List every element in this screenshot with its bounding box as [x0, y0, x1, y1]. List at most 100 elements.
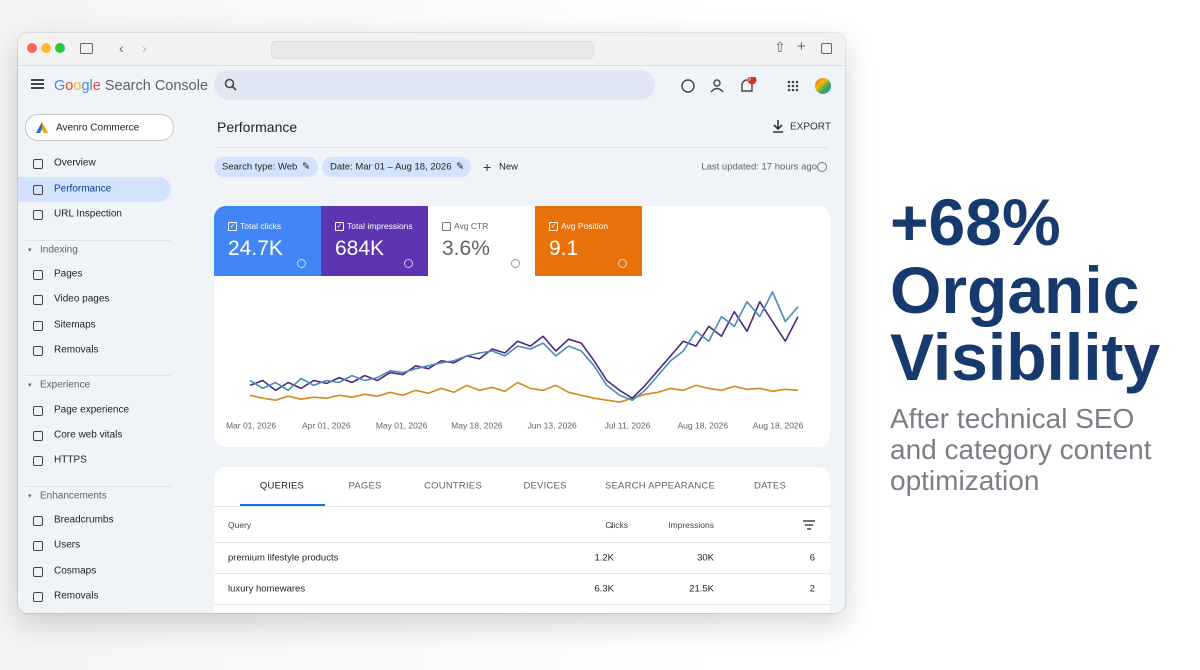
nav-item[interactable]: Cosmaps: [54, 565, 97, 577]
nav-item[interactable]: Users: [54, 539, 81, 551]
close-button[interactable]: [27, 43, 37, 53]
table-tab[interactable]: DATES: [754, 480, 786, 492]
forward-button[interactable]: ›: [142, 40, 147, 56]
table-tab[interactable]: QUERIES: [259, 480, 305, 492]
metric-tile[interactable]: ✓ Avg Position 9.1: [535, 206, 642, 276]
metric-help-icon: [618, 259, 627, 268]
nav-item[interactable]: Removals: [54, 590, 99, 602]
nav-item[interactable]: HTTPS: [54, 454, 87, 466]
section-title[interactable]: Indexing: [40, 244, 78, 255]
metric-tile[interactable]: ✓ Total impressions 684K: [321, 206, 428, 276]
metric-help-icon: [511, 259, 520, 268]
minimize-button[interactable]: [41, 43, 51, 53]
nav-icon: [33, 541, 43, 552]
value-cell: 2: [809, 583, 815, 595]
metric-line: [249, 291, 799, 401]
metric-checkbox: ✓: [228, 222, 237, 231]
x-axis-label: Jul 11, 2026: [605, 420, 651, 430]
value-cell: 1.2K: [594, 552, 614, 564]
metric-value: 3.6%: [442, 237, 490, 260]
logo-letter: g: [81, 78, 90, 94]
section-title[interactable]: Experience: [40, 379, 91, 391]
value-cell: 30K: [697, 552, 714, 564]
active-nav-highlight: [18, 177, 171, 202]
new-filter-button[interactable]: New: [499, 161, 519, 173]
back-button[interactable]: ‹: [119, 40, 124, 56]
metric-checkbox: [442, 222, 451, 231]
column-header[interactable]: Clicks: [605, 520, 628, 530]
avatar[interactable]: [815, 78, 831, 94]
nav-item[interactable]: Breadcrumbs: [54, 514, 114, 526]
property-selector[interactable]: Avenro Commerce: [25, 114, 174, 141]
nav-icon: [33, 456, 43, 467]
section-title[interactable]: Enhancements: [40, 490, 107, 502]
metric-line: [249, 381, 799, 403]
sort-icon: ↓: [609, 520, 615, 530]
nav-icon: [33, 431, 43, 441]
filter-label: Date: Mar 01 – Aug 18, 2026: [330, 161, 452, 173]
performance-chart: Mar 01, 2026 Apr 01, 2026 May 01, 2026 May …: [226, 291, 804, 430]
google-logo: Google: [54, 78, 101, 94]
export-button[interactable]: EXPORT: [790, 121, 831, 133]
x-axis-label: Aug 18, 2026: [678, 420, 729, 430]
filter-chip[interactable]: Search type: Web ✎: [214, 157, 318, 177]
info-icon: [817, 162, 827, 172]
value-cell: 6.3K: [594, 583, 614, 595]
value-cell: 6: [809, 552, 815, 564]
zoom-button[interactable]: [55, 43, 65, 53]
section-divider: [25, 485, 171, 487]
x-axis-label: Jun 13, 2026: [528, 420, 577, 430]
table-tab[interactable]: PAGES: [348, 480, 382, 492]
section-divider: [25, 375, 171, 377]
nav-icon: [33, 405, 43, 416]
menu-button[interactable]: [31, 79, 44, 81]
nav-item[interactable]: Removals: [54, 344, 99, 356]
table-tab[interactable]: COUNTRIES: [424, 480, 482, 492]
query-cell[interactable]: luxury homewares: [228, 583, 306, 595]
section-arrow: ▾: [28, 382, 32, 390]
nav-item[interactable]: Sitemaps: [54, 319, 96, 331]
column-header[interactable]: Query: [228, 520, 252, 530]
nav-icon: [33, 159, 43, 169]
filter-chip[interactable]: Date: Mar 01 – Aug 18, 2026 ✎: [322, 157, 471, 177]
column-header[interactable]: Impressions: [668, 520, 714, 530]
logo-letter: o: [73, 78, 82, 94]
property-name: Avenro Commerce: [56, 122, 140, 134]
metric-line: [249, 301, 799, 399]
nav-item[interactable]: Core web vitals: [54, 429, 123, 441]
filter-rows-icon[interactable]: [803, 520, 815, 530]
nav-item[interactable]: Video pages: [54, 293, 110, 305]
address-bar[interactable]: [271, 41, 594, 59]
share-button[interactable]: ⇧: [774, 39, 786, 55]
nav-item[interactable]: URL Inspection: [54, 208, 122, 220]
new-tab-button[interactable]: +: [797, 38, 806, 55]
help-icon[interactable]: [681, 79, 695, 93]
metric-tile[interactable]: ✓ Total clicks 24.7K: [214, 206, 321, 276]
x-axis-label: May 18, 2026: [451, 420, 503, 430]
add-icon: +: [483, 159, 492, 175]
nav-item[interactable]: Performance: [54, 183, 112, 194]
nav-item[interactable]: Pages: [54, 268, 83, 280]
performance-card: Mar 01, 2026 Apr 01, 2026 May 01, 2026 May …: [214, 206, 830, 447]
x-axis-label: Aug 18, 2026: [753, 420, 804, 430]
query-cell[interactable]: premium lifestyle products: [228, 552, 339, 564]
metric-help-icon: [297, 259, 306, 268]
metric-tile[interactable]: Avg CTR 3.6%: [428, 206, 536, 276]
sidebar-toggle[interactable]: [80, 43, 93, 54]
product-name: Search Console: [104, 78, 209, 94]
table-tab[interactable]: DEVICES: [523, 480, 567, 492]
x-axis-label: Mar 01, 2026: [226, 420, 276, 430]
accounts-icon[interactable]: [713, 79, 721, 87]
metric-checkbox: ✓: [335, 222, 344, 231]
apps-icon[interactable]: [787, 80, 799, 92]
promo-headline: +68%: [890, 185, 1061, 259]
metric-value: 9.1: [549, 237, 579, 260]
divider: [217, 147, 828, 148]
promo-headline: Visibility: [890, 320, 1161, 394]
nav-item[interactable]: Overview: [54, 157, 96, 169]
metric-checkbox: ✓: [549, 222, 558, 231]
nav-item[interactable]: Page experience: [54, 404, 130, 416]
search-box[interactable]: [214, 70, 655, 100]
tabs-button[interactable]: [821, 43, 832, 54]
table-tab[interactable]: SEARCH APPEARANCE: [604, 480, 716, 492]
